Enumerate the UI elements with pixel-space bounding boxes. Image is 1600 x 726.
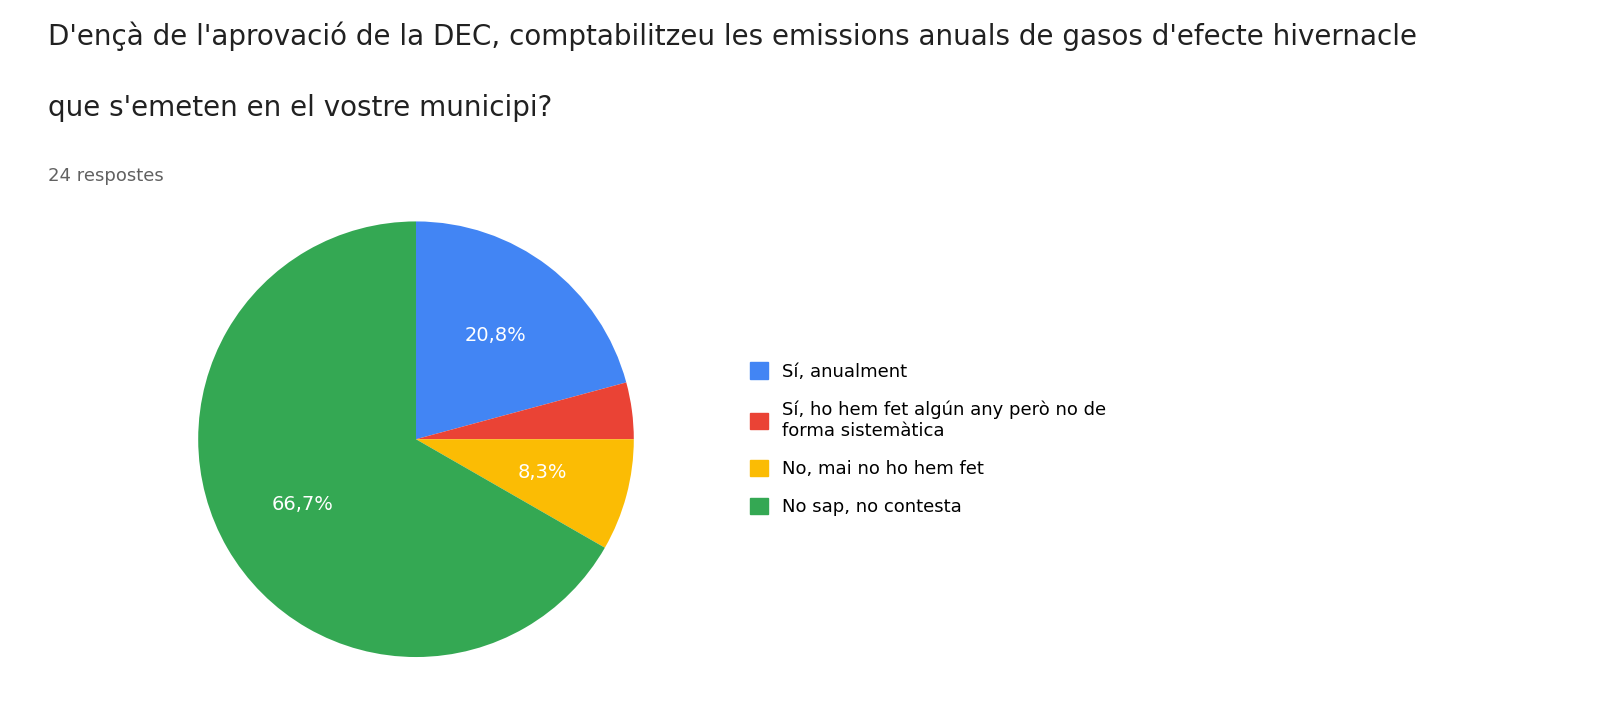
Wedge shape	[198, 221, 605, 657]
Wedge shape	[416, 221, 626, 439]
Text: que s'emeten en el vostre municipi?: que s'emeten en el vostre municipi?	[48, 94, 552, 123]
Text: 66,7%: 66,7%	[272, 495, 334, 514]
Text: 24 respostes: 24 respostes	[48, 167, 163, 185]
Legend: Sí, anualment, Sí, ho hem fet algún any però no de
forma sistemàtica, No, mai no: Sí, anualment, Sí, ho hem fet algún any …	[741, 354, 1115, 525]
Wedge shape	[416, 383, 634, 439]
Wedge shape	[416, 439, 634, 547]
Text: D'ençà de l'aprovació de la DEC, comptabilitzeu les emissions anuals de gasos d': D'ençà de l'aprovació de la DEC, comptab…	[48, 22, 1418, 52]
Text: 8,3%: 8,3%	[517, 463, 566, 482]
Text: 20,8%: 20,8%	[464, 326, 526, 345]
